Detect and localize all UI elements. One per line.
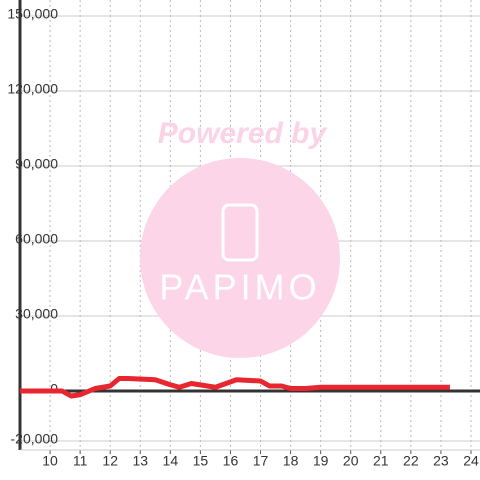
y-tick-label: 60,000 <box>15 231 58 247</box>
x-tick-label: 15 <box>193 453 209 469</box>
y-tick-label: 150,000 <box>7 6 58 22</box>
x-tick-label: 23 <box>433 453 449 469</box>
y-tick-label: 90,000 <box>15 156 58 172</box>
y-tick-label: 120,000 <box>7 81 58 97</box>
y-tick-label: -20,000 <box>11 431 59 447</box>
x-tick-label: 16 <box>223 453 239 469</box>
watermark: Powered by PAPIMO <box>140 117 340 358</box>
x-tick-label: 19 <box>313 453 329 469</box>
x-tick-label: 10 <box>42 453 58 469</box>
watermark-text: Powered by <box>158 117 328 150</box>
y-tick-label: 30,000 <box>15 306 58 322</box>
data-line <box>20 376 450 399</box>
x-tick-label: 13 <box>132 453 148 469</box>
x-tick-label: 11 <box>73 453 88 469</box>
x-tick-label: 21 <box>373 453 389 469</box>
watermark-phone <box>221 203 259 262</box>
x-tick-label: 24 <box>463 453 479 469</box>
x-tick-label: 14 <box>163 453 179 469</box>
x-tick-label: 17 <box>253 453 269 469</box>
x-tick-label: 18 <box>283 453 299 469</box>
x-tick-label: 12 <box>102 453 118 469</box>
x-tick-label: 22 <box>403 453 419 469</box>
watermark-logo: PAPIMO <box>159 267 320 308</box>
watermark-circle <box>140 158 340 358</box>
x-tick-label: 20 <box>343 453 359 469</box>
